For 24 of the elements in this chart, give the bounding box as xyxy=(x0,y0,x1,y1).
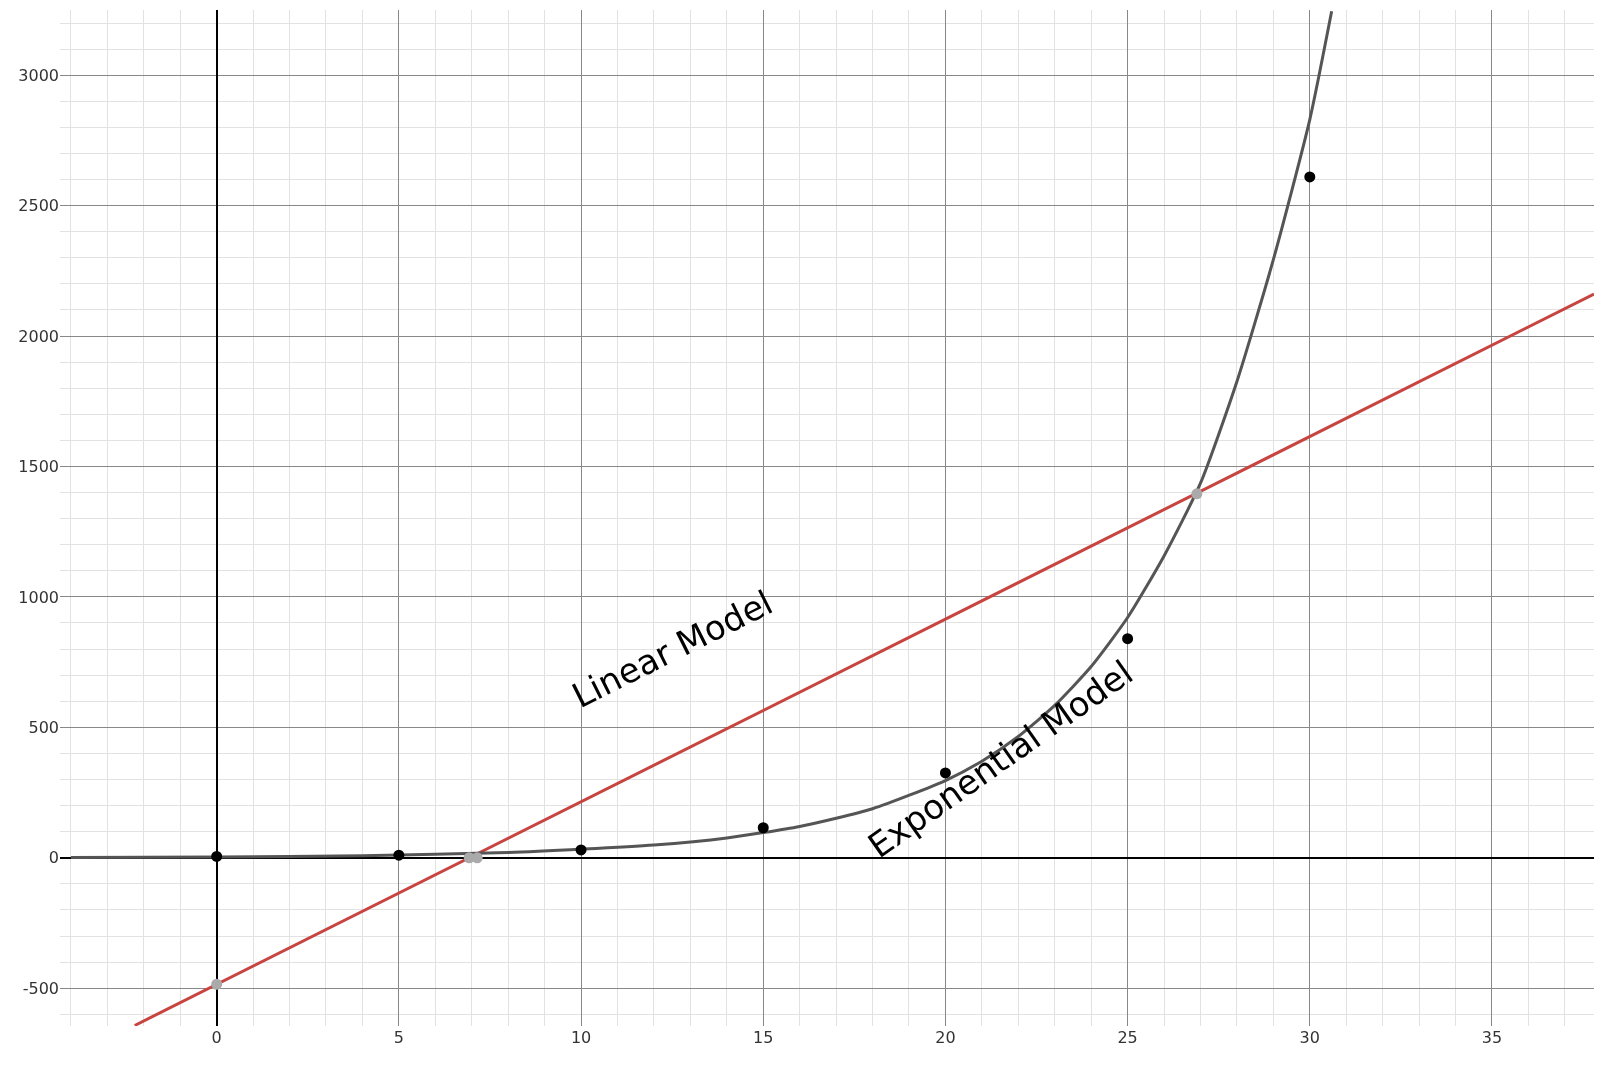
point xyxy=(211,978,223,990)
point xyxy=(211,850,223,862)
point xyxy=(575,844,587,856)
point xyxy=(1304,171,1316,183)
point xyxy=(757,822,769,834)
y-tick-label: 3000 xyxy=(18,65,59,85)
x-tick-label: 15 xyxy=(753,1028,774,1047)
x-tick-label: 10 xyxy=(570,1028,592,1047)
point xyxy=(1122,633,1134,645)
y-tick-label: -500 xyxy=(22,978,59,998)
x-tick-label: 0 xyxy=(211,1028,222,1047)
y-tick-label: 1500 xyxy=(18,457,59,477)
y-tick-label: 1000 xyxy=(18,587,59,607)
x-tick-label: 20 xyxy=(935,1028,956,1047)
x-tick-label: 30 xyxy=(1299,1028,1320,1047)
point xyxy=(393,849,405,861)
point xyxy=(1191,488,1203,500)
y-tick-label: 500 xyxy=(28,717,59,737)
y-tick-label: 0 xyxy=(48,848,59,868)
x-tick-label: 25 xyxy=(1117,1028,1138,1047)
y-tick-label: 2500 xyxy=(18,196,59,216)
x-tick-label: 5 xyxy=(393,1028,404,1047)
x-tick-label: 35 xyxy=(1481,1028,1503,1047)
y-tick-label: 2000 xyxy=(18,326,59,346)
